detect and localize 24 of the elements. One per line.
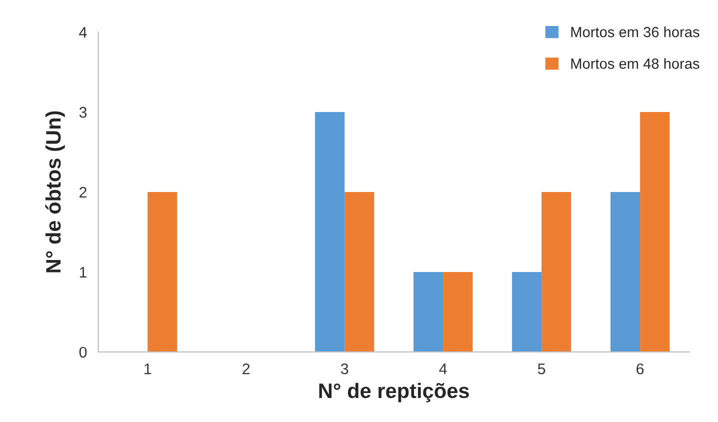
bar — [315, 112, 345, 352]
bar — [148, 192, 178, 352]
x-tick-label: 2 — [242, 363, 250, 374]
y-axis-title: N° de óbtos (Un) — [45, 111, 65, 272]
y-tick-label: 4 — [79, 27, 87, 38]
legend-label: Mortos em 48 horas — [571, 58, 700, 69]
legend-label: Mortos em 36 horas — [571, 26, 700, 38]
x-tick-label: 4 — [439, 364, 447, 374]
x-tick-label: 6 — [636, 363, 644, 374]
y-tick-label: 0 — [79, 346, 87, 358]
y-tick-label: 2 — [80, 186, 86, 198]
bar — [640, 112, 670, 352]
y-tick-label: 1 — [80, 267, 87, 278]
bar — [512, 272, 542, 352]
bar — [443, 272, 473, 352]
x-tick-label: 3 — [340, 363, 348, 374]
bar — [414, 272, 444, 352]
bar — [344, 192, 374, 352]
x-tick-label: 5 — [538, 364, 546, 374]
bar — [542, 192, 572, 352]
y-tick-label: 3 — [79, 106, 87, 118]
x-axis-title: N° de reptições — [319, 382, 469, 402]
x-tick-label: 1 — [144, 364, 152, 374]
bar — [610, 192, 640, 352]
